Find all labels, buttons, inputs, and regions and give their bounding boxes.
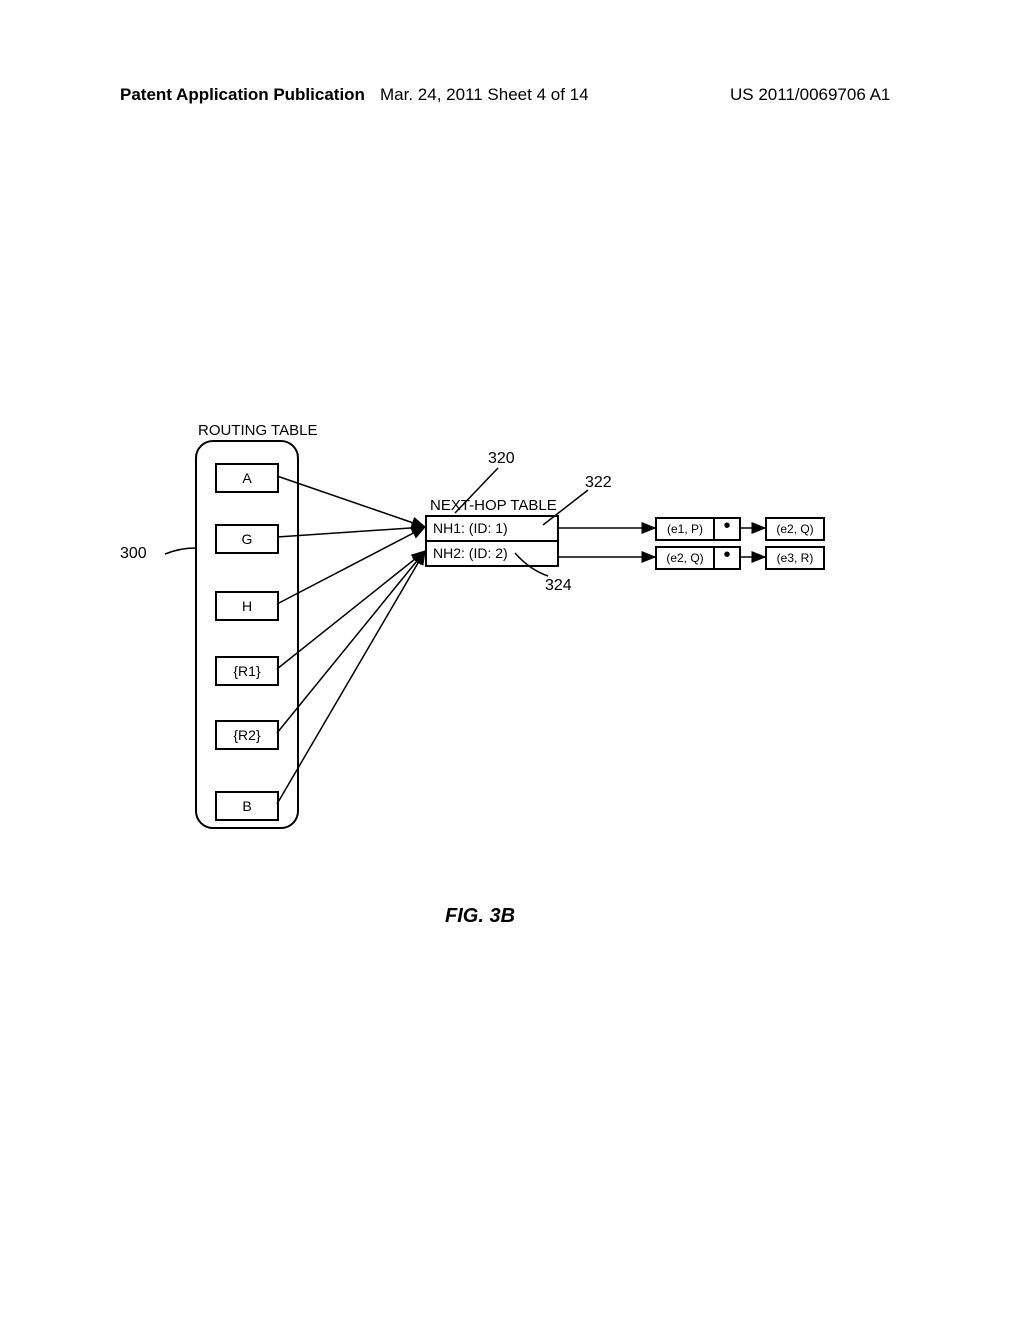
routing-table-box bbox=[195, 440, 299, 829]
fwd-box-e3r: (e3, R) bbox=[765, 546, 825, 570]
header-mid: Mar. 24, 2011 Sheet 4 of 14 bbox=[380, 85, 589, 105]
route-entry-5: B bbox=[215, 791, 279, 821]
nexthop-table: NH1: (ID: 1) NH2: (ID: 2) bbox=[425, 515, 559, 567]
ref-300: 300 bbox=[120, 545, 147, 563]
route-entry-1: G bbox=[215, 524, 279, 554]
route-entry-0: A bbox=[215, 463, 279, 493]
route-entry-3: {R1} bbox=[215, 656, 279, 686]
ref-324: 324 bbox=[545, 577, 572, 595]
routing-table-title: ROUTING TABLE bbox=[198, 422, 317, 439]
fwd-box-e2q-top: (e2, Q) bbox=[765, 517, 825, 541]
arrows-overlay bbox=[0, 0, 1024, 1320]
route-entry-2: H bbox=[215, 591, 279, 621]
fwd-dot-2: • bbox=[713, 546, 741, 570]
header-right: US 2011/0069706 A1 bbox=[730, 85, 890, 105]
route-entry-4: {R2} bbox=[215, 720, 279, 750]
ref-322: 322 bbox=[585, 474, 612, 492]
fwd-box-e2q-bot: (e2, Q) bbox=[655, 546, 715, 570]
header-left: Patent Application Publication bbox=[120, 85, 365, 105]
nexthop-title: NEXT-HOP TABLE bbox=[430, 497, 557, 514]
fwd-box-e1p: (e1, P) bbox=[655, 517, 715, 541]
fwd-dot-1: • bbox=[713, 517, 741, 541]
nexthop-row-1: NH1: (ID: 1) bbox=[427, 517, 557, 540]
ref-320: 320 bbox=[488, 450, 515, 468]
nexthop-row-2: NH2: (ID: 2) bbox=[427, 540, 557, 565]
figure-caption: FIG. 3B bbox=[445, 905, 515, 928]
